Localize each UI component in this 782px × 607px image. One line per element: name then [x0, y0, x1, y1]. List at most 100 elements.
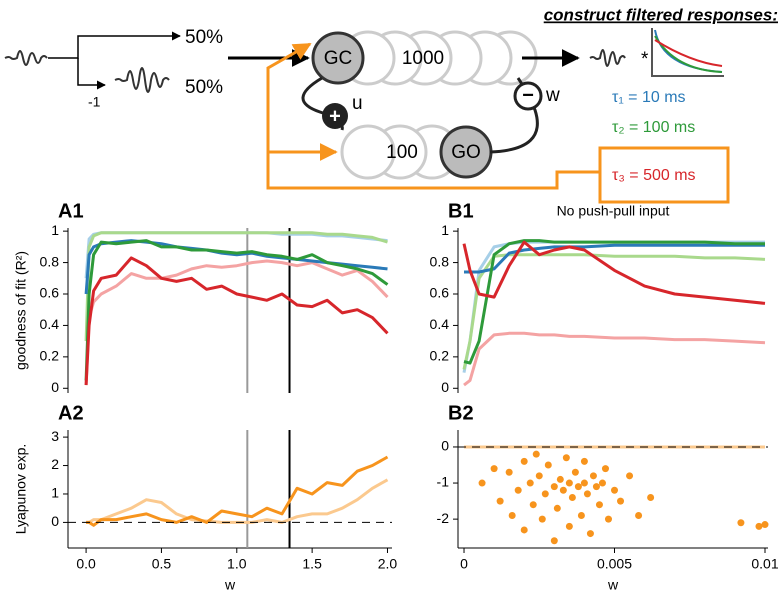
series-line [84, 239, 389, 381]
panel-label: B1 [448, 200, 474, 222]
split-label: 50% [185, 77, 223, 98]
scatter-point [580, 457, 588, 465]
tau3-box [598, 146, 730, 204]
x-tick-label: 0.005 [597, 556, 632, 572]
series-line [84, 239, 388, 295]
go-label: GO [451, 142, 481, 163]
scatter-point [508, 512, 516, 520]
y-tick-label: 0.8 [430, 253, 450, 269]
kernel-icon [651, 28, 724, 77]
output-wave [589, 49, 626, 67]
scatter-point [611, 486, 619, 494]
split-arrow-bottom [77, 58, 106, 90]
gc-count: 1000 [402, 48, 444, 69]
tau-label: τ₂ = 100 ms [612, 119, 695, 136]
y-tick-label: 0.2 [40, 348, 60, 364]
series-line [462, 240, 765, 373]
gc-node [311, 31, 365, 85]
scatter-point [562, 454, 570, 462]
scatter-point [647, 493, 655, 501]
y-axis-label: goodness of fit (R²) [13, 251, 29, 370]
tau-label: τ₃ = 500 ms [612, 167, 696, 184]
y-tick-label: 0.6 [430, 285, 450, 301]
scatter-point [490, 465, 498, 473]
diagram [4, 28, 730, 204]
series-line [86, 455, 389, 527]
scatter-point [635, 512, 643, 520]
orange-feedback [266, 42, 600, 190]
scatter-point [580, 479, 588, 487]
x-tick-label: 1.5 [302, 556, 322, 572]
series-line [84, 259, 389, 386]
series-line [464, 243, 765, 274]
panel-label: A2 [58, 402, 84, 424]
heading: construct filtered responses: [544, 5, 778, 24]
gc-row [340, 30, 538, 86]
scatter-point [541, 490, 549, 498]
scatter-point [755, 522, 763, 530]
scatter-point [514, 486, 522, 494]
y-tick-label: 0.8 [40, 253, 60, 269]
plus-circle [322, 103, 348, 129]
tau-label: τ₁ = 10 ms [612, 89, 686, 106]
y-tick-label: 3 [51, 428, 59, 444]
y-tick-label: 2 [51, 456, 59, 472]
scatter-point [478, 479, 486, 487]
scatter-point [532, 450, 540, 458]
y-tick-label: 0 [441, 379, 449, 395]
x-tick-label: 0.01 [751, 556, 778, 572]
scatter-point [505, 468, 513, 476]
panel-label: A1 [58, 200, 84, 222]
convolution: * [641, 49, 649, 70]
series-line [84, 256, 389, 386]
w-label: w [545, 85, 560, 106]
scatter-point [577, 512, 585, 520]
x-axis-label: w [224, 577, 236, 593]
scatter-point [544, 461, 552, 469]
scatter-point [595, 501, 603, 509]
scatter-point [565, 522, 573, 530]
series-line [463, 239, 765, 365]
x-tick-label: 0 [460, 556, 468, 572]
series-line [463, 331, 766, 387]
scatter-point [598, 479, 606, 487]
x-axis-label: w [607, 577, 619, 593]
plus-sign: + [329, 105, 341, 127]
go-count: 100 [386, 142, 418, 163]
scatter-point [520, 457, 528, 465]
gc-label: GC [324, 48, 353, 69]
scatter-point [520, 526, 528, 534]
scatter-point [583, 490, 591, 498]
scatter-point [604, 515, 612, 523]
scatter-point [526, 479, 534, 487]
series-line [84, 231, 388, 342]
scatter-point [568, 493, 576, 501]
y-tick-label: 0.4 [40, 316, 60, 332]
y-tick-label: 0.6 [40, 285, 60, 301]
scatter-point [565, 479, 573, 487]
y-tick-label: 0 [51, 513, 59, 529]
scatter-point [617, 497, 625, 505]
scatter-point [496, 497, 504, 505]
minus-circle [513, 81, 543, 111]
y-tick-label: -1 [437, 474, 450, 490]
scatter-point [574, 483, 582, 491]
scatter-point [538, 515, 546, 523]
y-tick-label: 1 [441, 222, 449, 238]
scatter-point [761, 521, 769, 529]
split-label: 50% [185, 27, 223, 48]
scatter-point [589, 472, 597, 480]
y-tick-label: -2 [437, 510, 450, 526]
scatter-point [553, 504, 561, 512]
inverted-wave [114, 67, 170, 93]
inversion-label: -1 [88, 94, 101, 110]
scatter-point [550, 537, 558, 545]
y-tick-label: 0.4 [430, 316, 450, 332]
scatter-point [559, 486, 567, 494]
scatter-point [571, 468, 579, 476]
y-tick-label: 1 [51, 222, 59, 238]
split-arrow-top [48, 31, 181, 59]
panel-label: B2 [448, 402, 474, 424]
series-line [462, 253, 766, 370]
y-tick-label: 0 [441, 438, 449, 454]
